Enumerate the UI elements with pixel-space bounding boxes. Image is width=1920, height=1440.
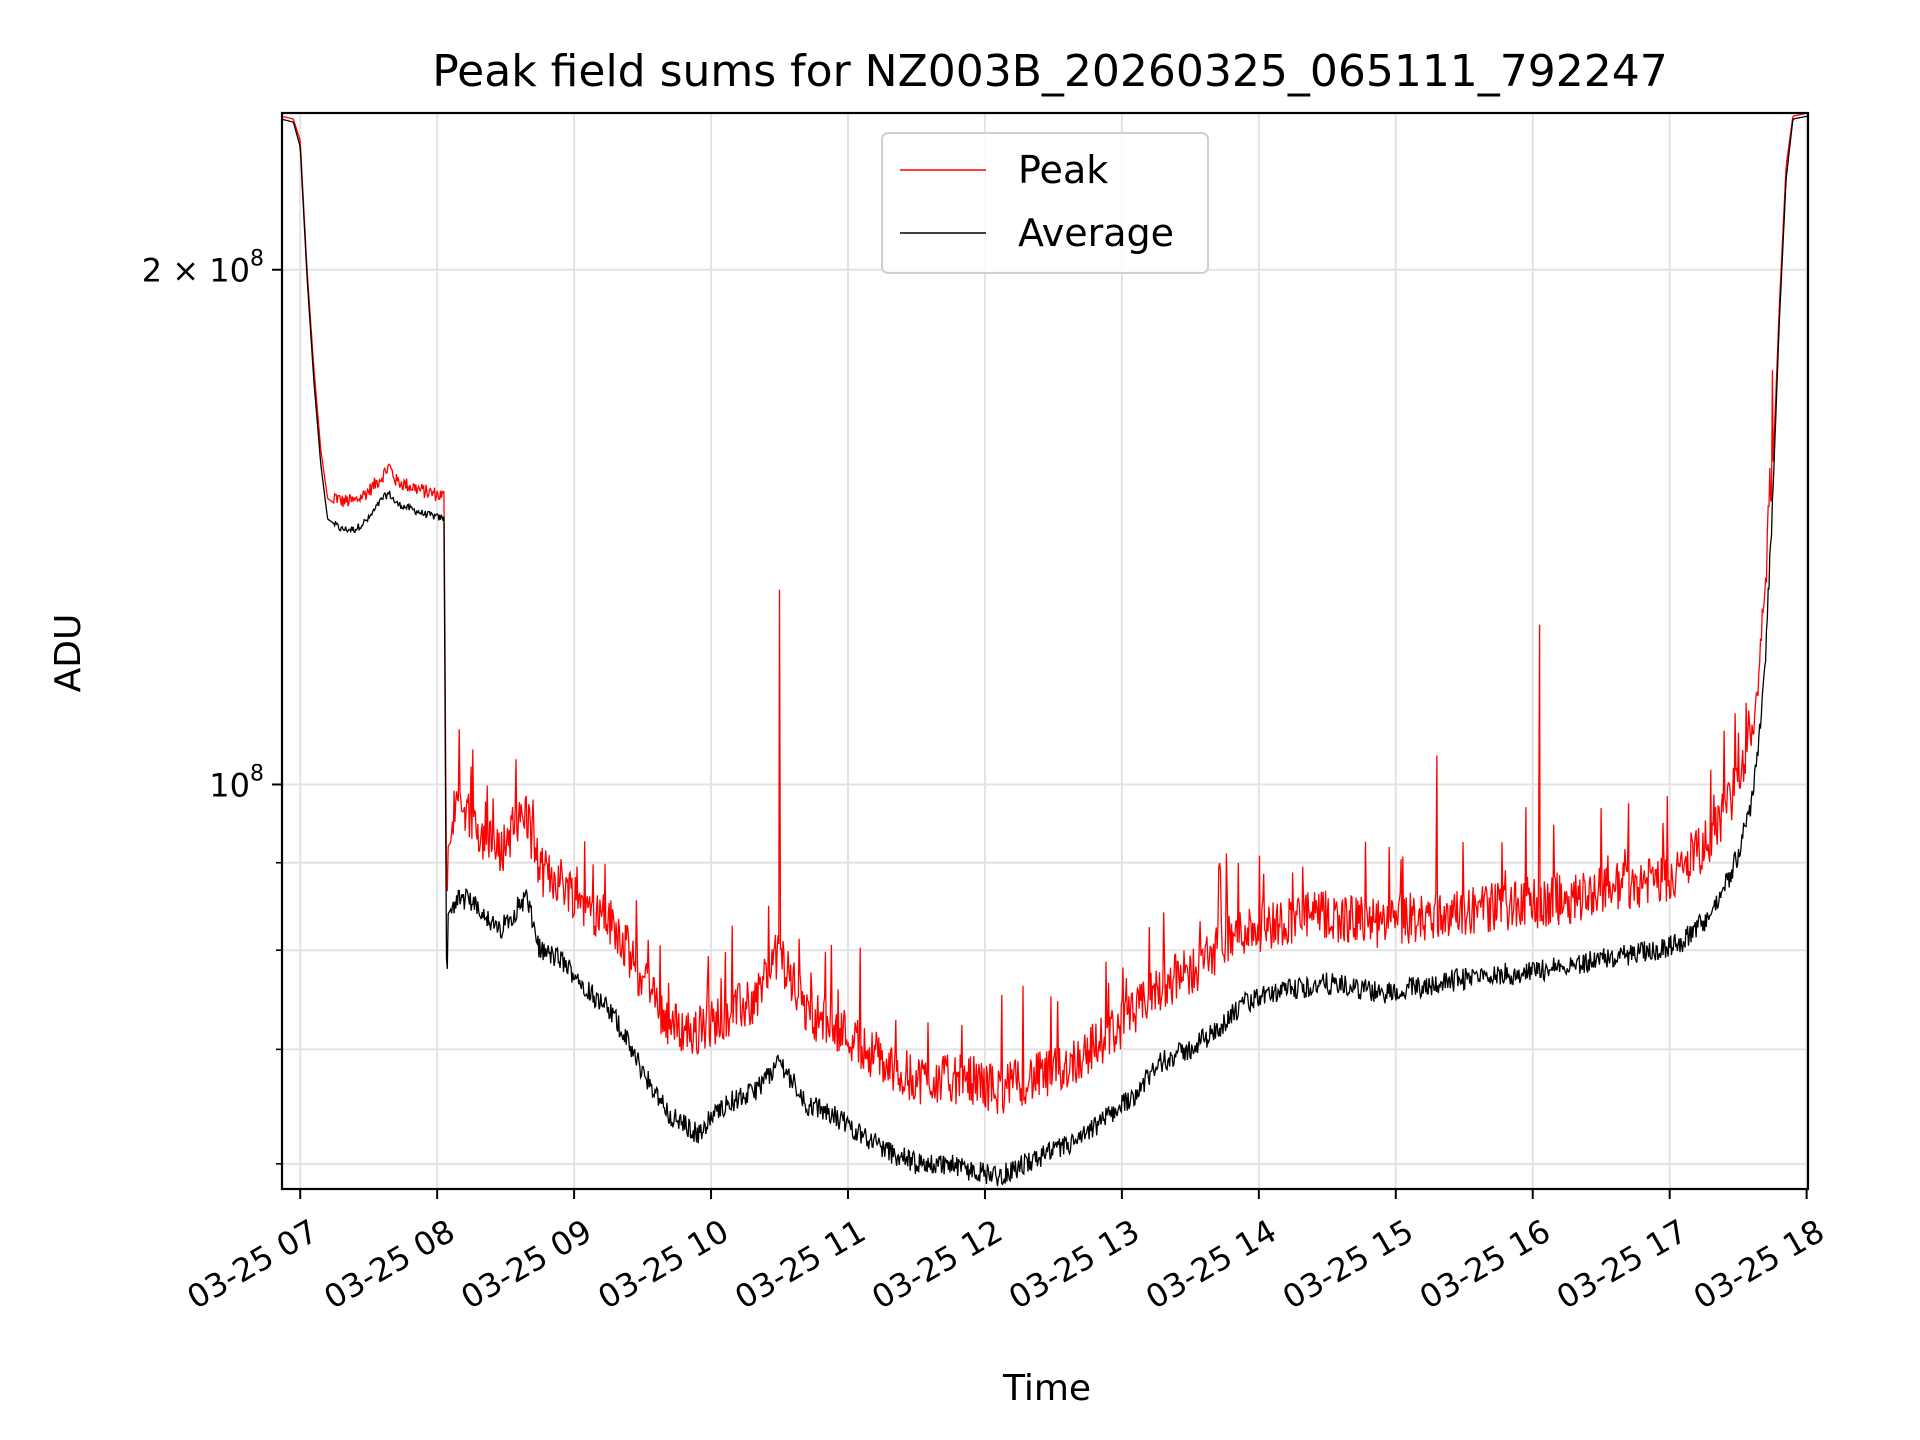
y-axis-label: ADU [48,614,89,693]
y-tick-label: 2 × 108 [142,247,264,290]
legend: Peak Average [881,132,1209,274]
legend-box [881,132,1209,274]
plot-frame [280,111,1810,1191]
series-peak-line [282,113,1808,1114]
series-average-line [282,115,1808,1187]
legend-label-average: Average [1018,211,1174,255]
chart-title: Peak field sums for NZ003B_20260325_0651… [432,46,1668,97]
legend-label-peak: Peak [1018,148,1108,192]
series-layer [282,113,1808,1187]
y-tick-label: 108 [209,761,264,804]
x-axis-label: Time [1002,1368,1091,1409]
